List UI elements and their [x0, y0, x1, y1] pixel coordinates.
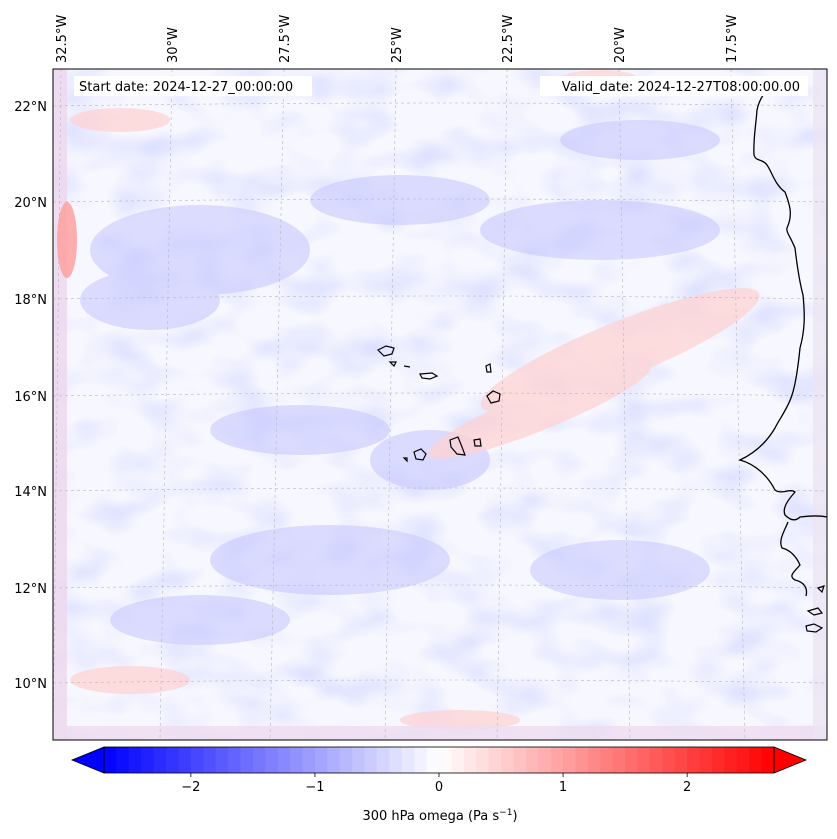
- colorbar-segment: [513, 747, 527, 773]
- colorbar-segment: [649, 747, 663, 773]
- colorbar-tick-label: 2: [683, 780, 691, 795]
- lat-label: 12°N: [14, 582, 47, 597]
- lon-label: 27.5°W: [278, 15, 293, 63]
- lon-label: 17.5°W: [725, 15, 740, 63]
- colorbar-segment: [488, 747, 502, 773]
- colorbar-segment: [153, 747, 167, 773]
- colorbar-segment: [749, 747, 763, 773]
- colorbar-tick-label: −1: [305, 780, 324, 795]
- colorbar-segment: [563, 747, 577, 773]
- colorbar-segment: [451, 747, 465, 773]
- lon-gridlines: [53, 69, 746, 740]
- colorbar-tick-label: 1: [559, 780, 567, 795]
- colorbar-tick-label: 0: [435, 780, 443, 795]
- colorbar-segment: [352, 747, 366, 773]
- colorbar-segment: [587, 747, 601, 773]
- colorbar-segment: [699, 747, 713, 773]
- lat-label: 16°N: [14, 390, 47, 405]
- lon-label: 22.5°W: [501, 15, 516, 63]
- start-label-box: [74, 76, 312, 96]
- lon-label: 32.5°W: [55, 15, 70, 63]
- colorbar-segment: [575, 747, 589, 773]
- colorbar-segment: [600, 747, 614, 773]
- colorbar-segment: [314, 747, 328, 773]
- omega-red-patches: [70, 70, 760, 730]
- colorbar-segment: [687, 747, 701, 773]
- lat-gridlines: [53, 102, 827, 684]
- valid-label-box: [540, 76, 808, 96]
- colorbar-segment: [612, 747, 626, 773]
- colorbar-segment: [711, 747, 725, 773]
- colorbar-segment: [327, 747, 341, 773]
- colorbar-segment: [128, 747, 142, 773]
- africa-coastline: [738, 79, 827, 597]
- colorbar-segment: [141, 747, 155, 773]
- colorbar-segment: [724, 747, 738, 773]
- colorbar-segment: [252, 747, 266, 773]
- lon-label: 30°W: [166, 27, 181, 63]
- colorbar-segment: [240, 747, 254, 773]
- colorbar-segments: [104, 747, 775, 773]
- colorbar-segment: [364, 747, 378, 773]
- colorbar-segment: [674, 747, 688, 773]
- colorbar-segment: [190, 747, 204, 773]
- lat-label: 10°N: [14, 677, 47, 692]
- colorbar: −2 −1 0 1 2 300 hPa omega (Pa s−1): [70, 746, 808, 824]
- colorbar-segment: [104, 747, 118, 773]
- right-boundary-band: [813, 69, 827, 740]
- colorbar-extend-min: [70, 746, 105, 774]
- valid-date-label: Valid_date: 2024-12-27T08:00:00.00: [562, 80, 800, 95]
- colorbar-segment: [290, 747, 304, 773]
- colorbar-segment: [525, 747, 539, 773]
- colorbar-segment: [476, 747, 490, 773]
- lat-label: 14°N: [14, 485, 47, 500]
- lat-label: 20°N: [14, 196, 47, 211]
- left-boundary-band: [53, 69, 67, 740]
- colorbar-segment: [389, 747, 403, 773]
- colorbar-segment: [215, 747, 229, 773]
- colorbar-segment: [501, 747, 515, 773]
- colorbar-segment: [625, 747, 639, 773]
- lat-label: 18°N: [14, 293, 47, 308]
- colorbar-segment: [463, 747, 477, 773]
- lat-label: 22°N: [14, 100, 47, 115]
- lon-labels: 32.5°W 30°W 27.5°W 25°W 22.5°W 20°W 17.5…: [55, 15, 740, 63]
- colorbar-segment: [736, 747, 750, 773]
- colorbar-segment: [637, 747, 651, 773]
- colorbar-segment: [414, 747, 428, 773]
- colorbar-segment: [550, 747, 564, 773]
- colorbar-segment: [376, 747, 390, 773]
- lat-labels: 22°N 20°N 18°N 16°N 14°N 12°N 10°N: [14, 100, 47, 692]
- colorbar-segment: [166, 747, 180, 773]
- colorbar-segment: [302, 747, 316, 773]
- colorbar-extend-max: [773, 746, 808, 774]
- colorbar-segment: [203, 747, 217, 773]
- lon-label: 20°W: [613, 27, 628, 63]
- guinea-bissau-islands: [805, 585, 825, 633]
- colorbar-segment: [339, 747, 353, 773]
- colorbar-segment: [662, 747, 676, 773]
- colorbar-segment: [401, 747, 415, 773]
- colorbar-label: 300 hPa omega (Pa s−1): [362, 808, 517, 824]
- colorbar-segment: [277, 747, 291, 773]
- cape-verde-islands: [376, 345, 501, 463]
- colorbar-ticks: [190, 773, 688, 777]
- colorbar-segment: [439, 747, 453, 773]
- start-date-label: Start date: 2024-12-27_00:00:00: [79, 80, 293, 95]
- colorbar-tick-labels: −2 −1 0 1 2: [181, 780, 691, 795]
- colorbar-segment: [265, 747, 279, 773]
- colorbar-segment: [426, 747, 440, 773]
- map-frame: [52, 68, 828, 741]
- map-panel: [53, 69, 827, 740]
- lon-label: 25°W: [390, 27, 405, 63]
- colorbar-segment: [761, 747, 775, 773]
- bottom-boundary-band: [53, 726, 827, 740]
- colorbar-segment: [116, 747, 130, 773]
- left-boundary-red: [57, 202, 77, 278]
- colorbar-tick-label: −2: [181, 780, 200, 795]
- colorbar-segment: [178, 747, 192, 773]
- colorbar-segment: [228, 747, 242, 773]
- colorbar-segment: [538, 747, 552, 773]
